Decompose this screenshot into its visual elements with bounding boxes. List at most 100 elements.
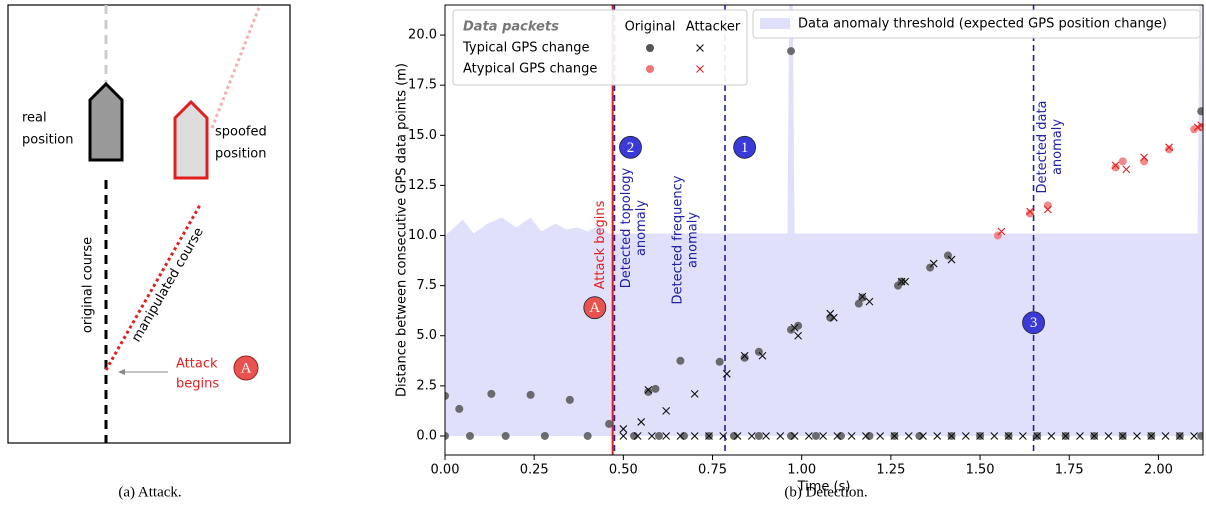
legend-swatch [760, 18, 790, 29]
attacker-point [1090, 432, 1099, 440]
legend-label: Data anomaly threshold (expected GPS pos… [798, 17, 1167, 32]
panel-frame [7, 4, 291, 444]
attacker-point [819, 432, 827, 440]
attacker-point [897, 277, 906, 286]
attacker-point [619, 425, 628, 433]
attacker-point [619, 432, 628, 440]
attacker-point [662, 432, 671, 440]
attacker-point [1140, 153, 1149, 162]
event-label: anomaly [634, 200, 649, 256]
x-tick-label: 1.75 [1055, 463, 1084, 478]
attacker-point [790, 432, 799, 440]
x-tick-label: 0.75 [698, 463, 727, 478]
y-tick-label: 0.0 [416, 428, 437, 443]
attacker-point [1190, 432, 1198, 440]
attacker-point [847, 432, 856, 440]
attacker-point [876, 432, 885, 440]
badge-label: 3 [1030, 315, 1038, 331]
attacker-point [1165, 143, 1173, 152]
attacker-point [1043, 205, 1052, 214]
badge [619, 135, 642, 159]
y-axis-label: Distance between consecutive GPS data po… [395, 63, 410, 397]
attacker-point [1147, 432, 1156, 440]
attack-label: begins [176, 377, 219, 392]
badge-label: A [241, 360, 252, 376]
attacker-point [722, 369, 731, 378]
original-point [1165, 145, 1174, 154]
attacker-point [858, 292, 867, 301]
attacker-point [690, 432, 699, 440]
attacker-point [1161, 432, 1170, 440]
attacker-point [1133, 432, 1141, 440]
y-tick-label: 7.5 [416, 278, 437, 293]
attacker-point [676, 432, 685, 440]
attacker-point [862, 432, 870, 440]
course-label: original course [81, 237, 96, 333]
original-point [455, 404, 464, 413]
attacker-point [1018, 432, 1027, 440]
attacker-point [705, 432, 713, 440]
attacker-point [1104, 432, 1113, 440]
threshold-area [445, 5, 1203, 436]
attacker-point [662, 407, 671, 415]
original-point [1111, 163, 1120, 172]
badge [233, 355, 259, 381]
attacker-point [929, 259, 938, 268]
attacker-point [633, 432, 642, 440]
course-label: manipulated course [129, 225, 207, 345]
badge [583, 296, 607, 320]
original-point [1118, 157, 1127, 166]
spoofed-label: position [215, 147, 267, 162]
attacker-point [644, 385, 653, 394]
original-point [644, 387, 653, 396]
pointer-head [118, 369, 125, 375]
legend-column: Original [625, 20, 676, 35]
x-tick-label: 0.25 [520, 463, 549, 478]
legend-marker [646, 65, 654, 73]
original-point [858, 293, 867, 302]
x-tick-label: 0.50 [609, 463, 638, 478]
original-point [787, 47, 796, 56]
attacker-point [933, 432, 942, 440]
spoofed-ship [173, 99, 209, 180]
y-tick-label: 5.0 [416, 328, 437, 343]
plot [445, 5, 1203, 455]
original-point [1190, 125, 1199, 134]
attacker-point [961, 432, 970, 440]
original-point [605, 419, 614, 428]
event-label: anomaly [686, 212, 701, 268]
attacker-point [637, 418, 646, 426]
y-tick-label: 2.5 [416, 378, 437, 393]
x-axis-label: Time (s) [797, 480, 851, 495]
event-label: Attack begins [593, 200, 608, 289]
spoofed-label: spoofed [215, 125, 267, 140]
original-point [1197, 431, 1203, 440]
attacker-point [1175, 432, 1184, 440]
attacker-point [1197, 121, 1203, 130]
original-point [501, 431, 510, 440]
x-tick-label: 2.00 [1144, 463, 1173, 478]
event-label: Detected frequency [671, 175, 686, 304]
badge-label: 1 [741, 140, 749, 156]
original-point [1025, 209, 1034, 218]
original-point [583, 431, 592, 440]
original-point [465, 431, 474, 440]
attacker-point [740, 351, 749, 360]
badge-label: 2 [627, 140, 635, 156]
legend-label: Atypical GPS change [463, 62, 597, 77]
attack-label: Attack [176, 357, 218, 372]
attacker-point [648, 432, 656, 440]
y-tick-label: 10.0 [408, 228, 437, 243]
attack-diagram: real position spoofed position original … [7, 4, 291, 500]
attacker-point [747, 432, 756, 440]
attacker-point [1111, 161, 1120, 170]
attacker-point [919, 432, 927, 440]
attacker-point [1047, 432, 1056, 440]
attacker-point [901, 277, 910, 286]
badge [1022, 311, 1045, 335]
y-tick-label: 20.0 [408, 28, 437, 43]
attacker-point [1004, 432, 1013, 440]
original-point [787, 325, 796, 334]
attacker-point [1026, 207, 1034, 216]
